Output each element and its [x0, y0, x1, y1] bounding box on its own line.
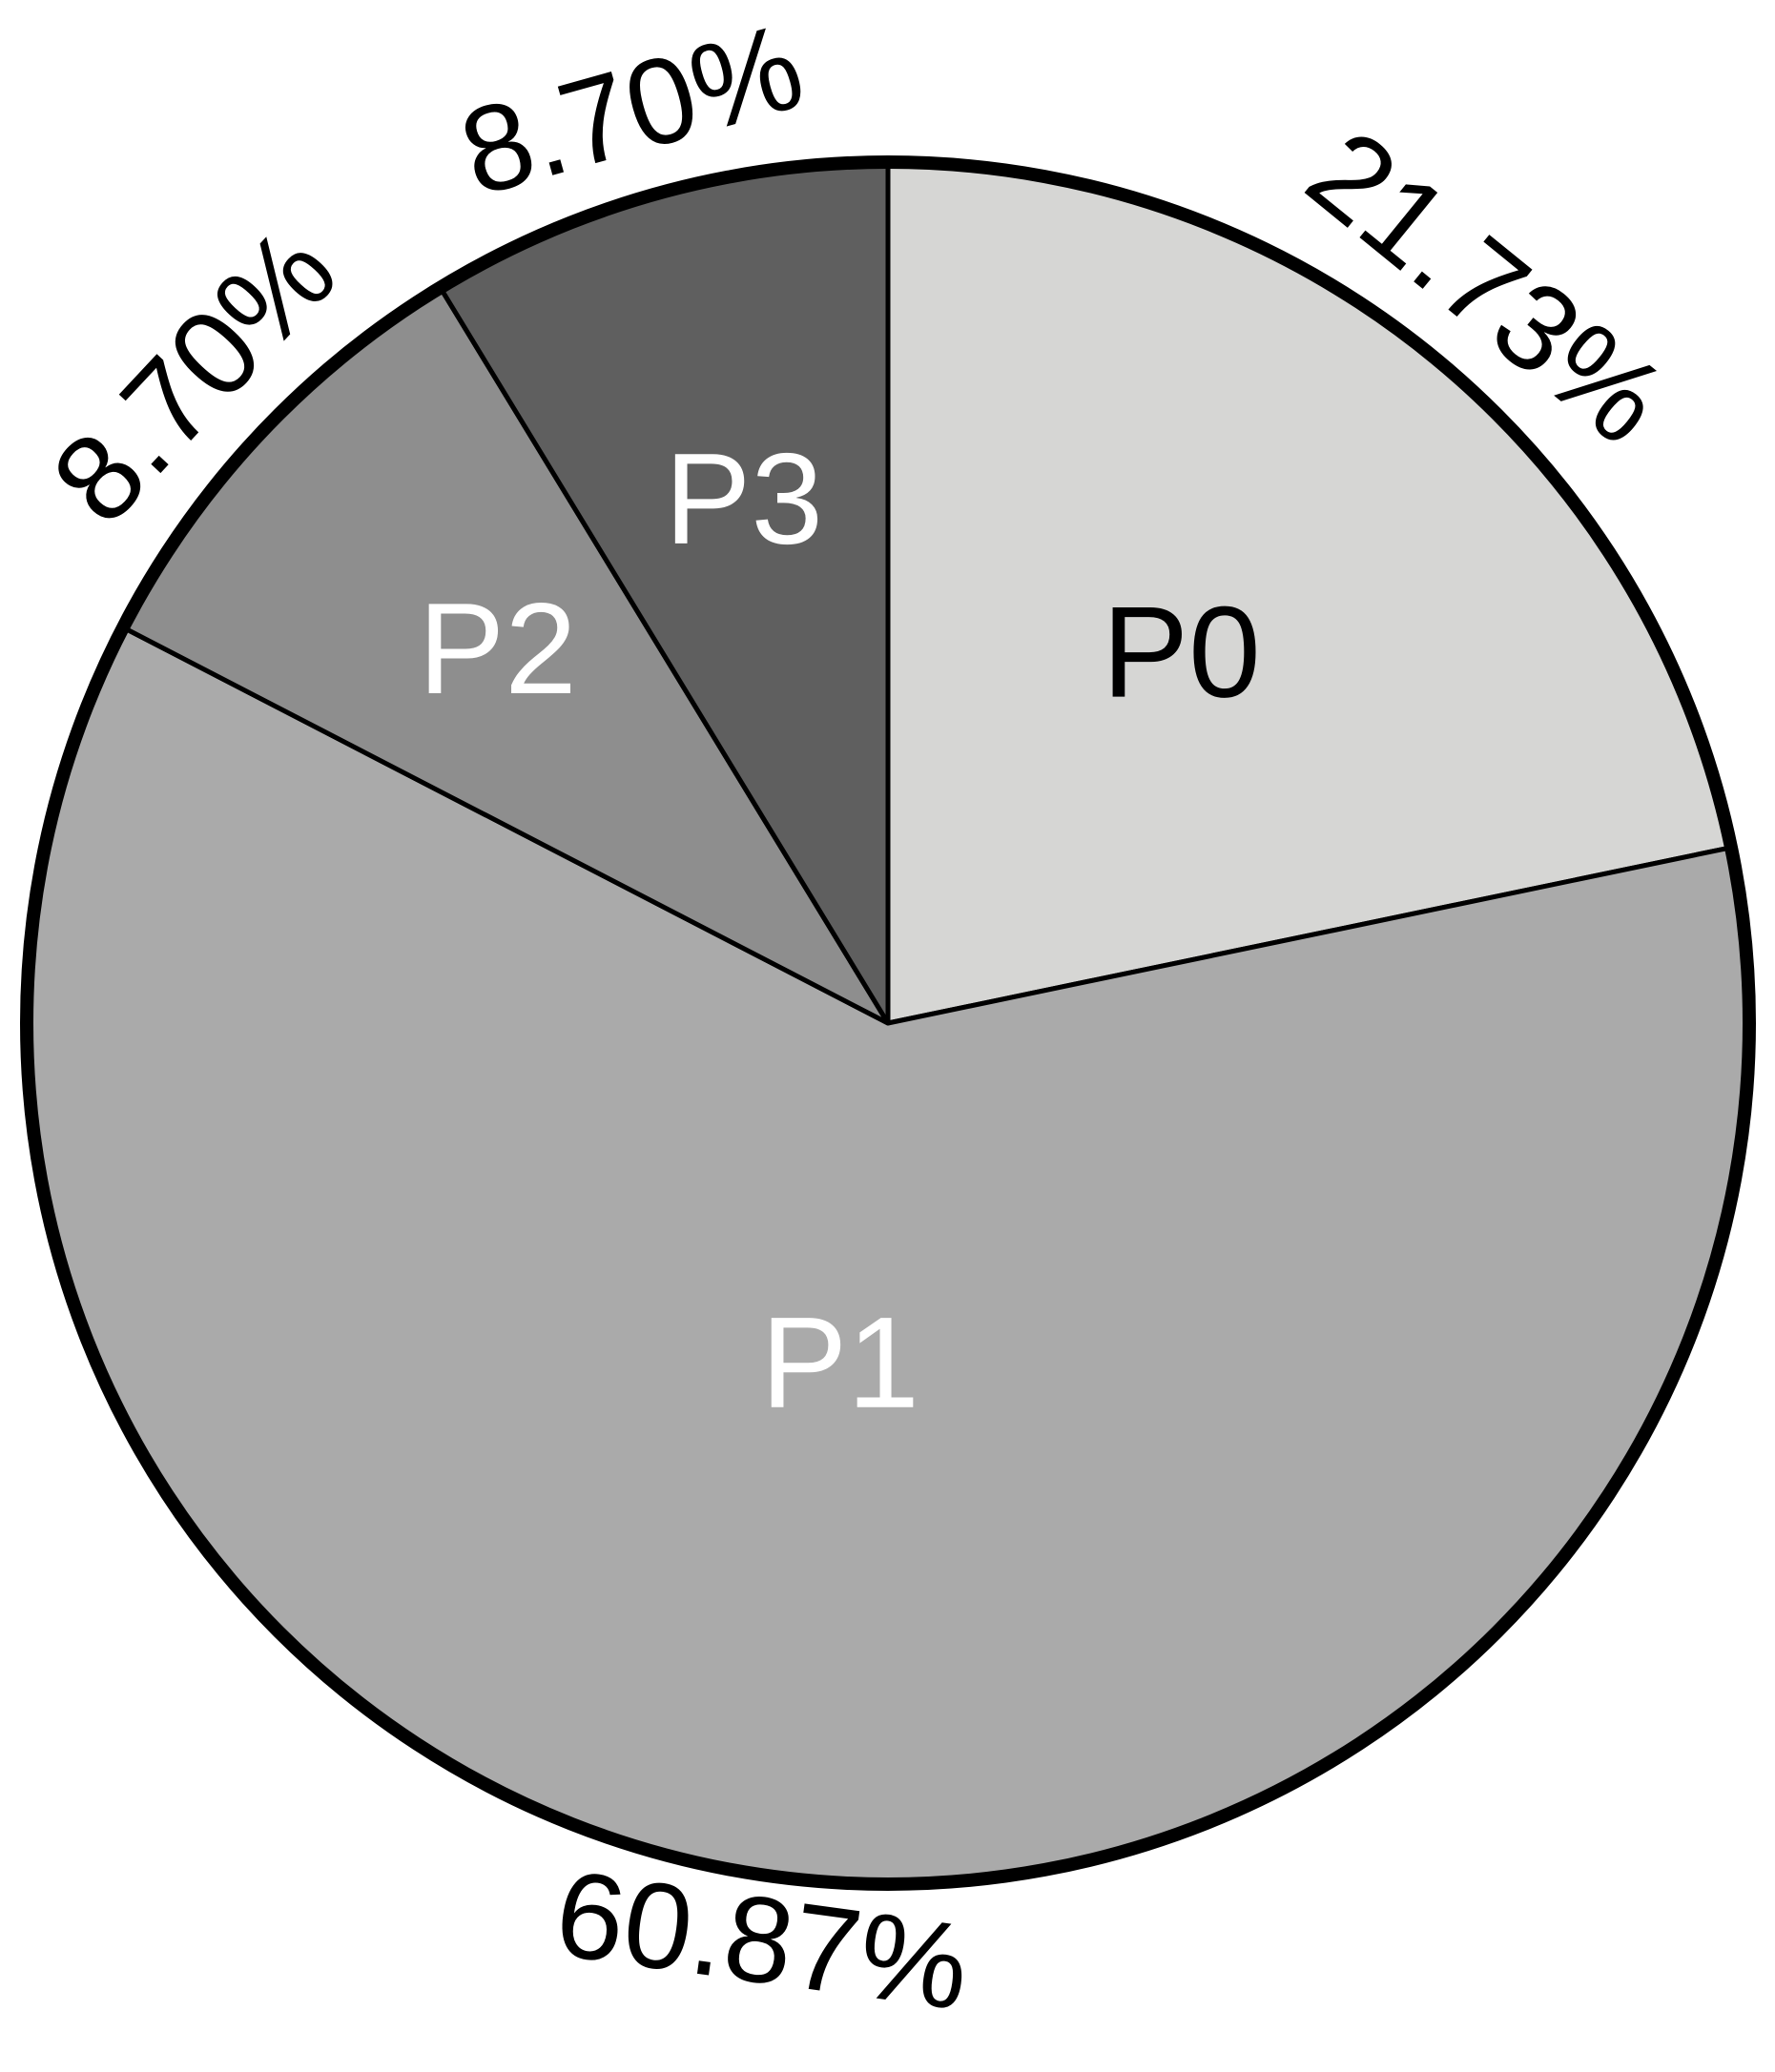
slice-label: P0 — [1102, 580, 1260, 725]
slice-label: P2 — [418, 576, 576, 721]
slice-label: P1 — [761, 1290, 919, 1435]
slice-label: P3 — [665, 426, 823, 571]
pie-outline — [20, 155, 1756, 1891]
